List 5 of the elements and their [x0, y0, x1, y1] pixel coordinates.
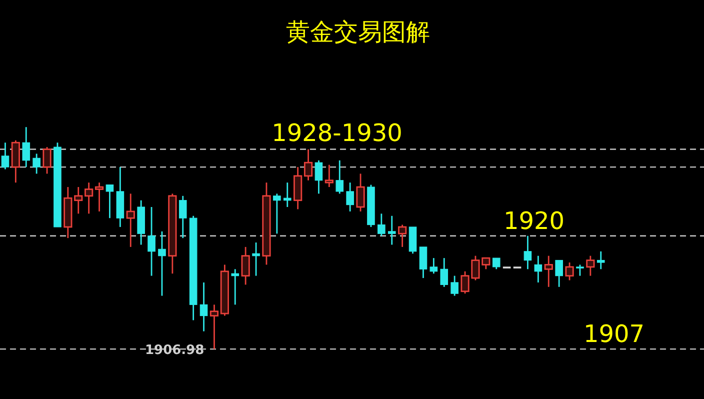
annotation: 1907	[583, 320, 645, 348]
annotation: 1928-1930	[272, 119, 402, 147]
chart-title: 黄金交易图解	[286, 18, 430, 46]
annotation: 1906.98	[145, 343, 204, 358]
annotation: 1920	[503, 207, 565, 235]
